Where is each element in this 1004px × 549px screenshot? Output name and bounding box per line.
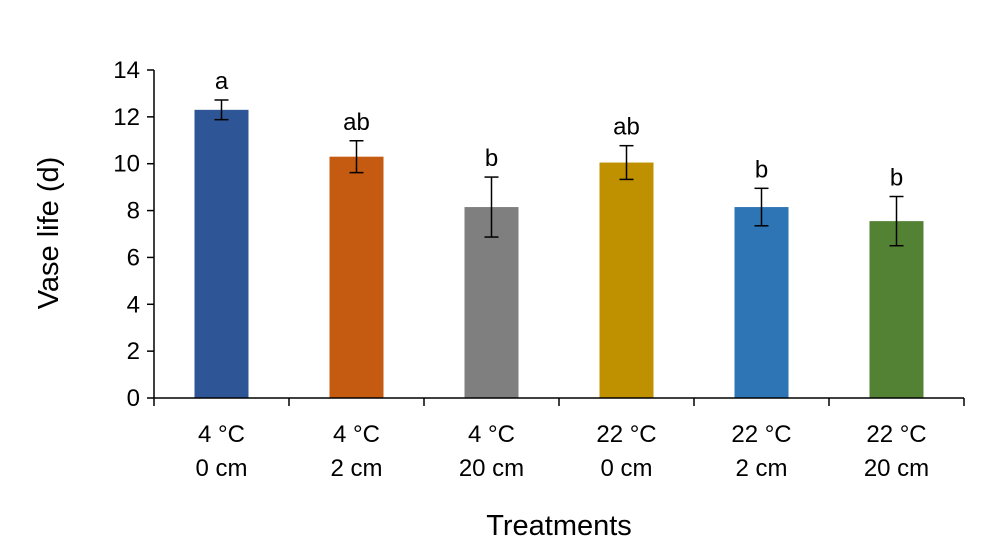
y-tick-label: 12 [113, 104, 140, 131]
axes-layer [153, 70, 964, 399]
x-category-label-line1: 4 °C [468, 421, 515, 448]
error-bar [484, 176, 499, 238]
x-category-label-line1: 22 °C [866, 421, 926, 448]
error-bar [619, 144, 634, 181]
y-tick-label: 10 [113, 151, 140, 178]
y-ticks-layer: 0 2 4 6 8 10 12 14 [113, 57, 154, 412]
x-category-label-line2: 0 cm [195, 455, 247, 482]
x-axis-title: Treatments [486, 510, 632, 542]
error-bar [889, 195, 904, 247]
x-category-label-line2: 20 cm [459, 455, 524, 482]
significance-letter: b [755, 156, 768, 183]
bars-layer [194, 109, 924, 398]
y-tick-label: 6 [127, 244, 140, 271]
bar [869, 221, 924, 398]
labels-layer: a 4 °C 0 cm ab 4 °C 2 cm b 4 °C 20 cm ab 22 °C 0 cm… [195, 68, 929, 482]
y-tick-label: 2 [127, 338, 140, 365]
y-tick-label: 0 [127, 385, 140, 412]
significance-letter: ab [613, 114, 640, 141]
x-category-label-line1: 22 °C [596, 421, 656, 448]
x-category-label-line1: 22 °C [731, 421, 791, 448]
error-bar [754, 187, 769, 227]
y-tick-label: 8 [127, 198, 140, 225]
x-category-label-line2: 20 cm [864, 455, 929, 482]
x-category-label-line2: 2 cm [330, 455, 382, 482]
x-ticks-layer [153, 398, 965, 406]
x-category-label-line2: 0 cm [600, 455, 652, 482]
error-bars-layer [214, 99, 904, 247]
significance-letter: a [215, 68, 229, 95]
bar [329, 156, 384, 398]
bar [464, 207, 519, 398]
x-category-label-line1: 4 °C [198, 421, 245, 448]
significance-letter: b [890, 165, 903, 192]
bar [599, 162, 654, 398]
error-bar [349, 140, 364, 174]
error-bar [214, 99, 229, 121]
y-tick-label: 14 [113, 57, 140, 84]
significance-letter: ab [343, 109, 370, 136]
bar [194, 109, 249, 398]
y-axis-title: Vase life (d) [33, 157, 65, 310]
x-category-label-line2: 2 cm [735, 455, 787, 482]
y-tick-label: 4 [127, 291, 140, 318]
x-category-label-line1: 4 °C [333, 421, 380, 448]
significance-letter: b [485, 145, 498, 172]
bar [734, 207, 789, 398]
